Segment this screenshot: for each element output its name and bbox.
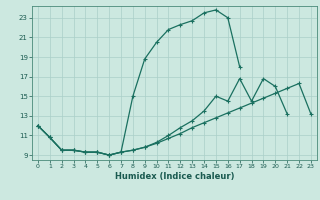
X-axis label: Humidex (Indice chaleur): Humidex (Indice chaleur) xyxy=(115,172,234,181)
